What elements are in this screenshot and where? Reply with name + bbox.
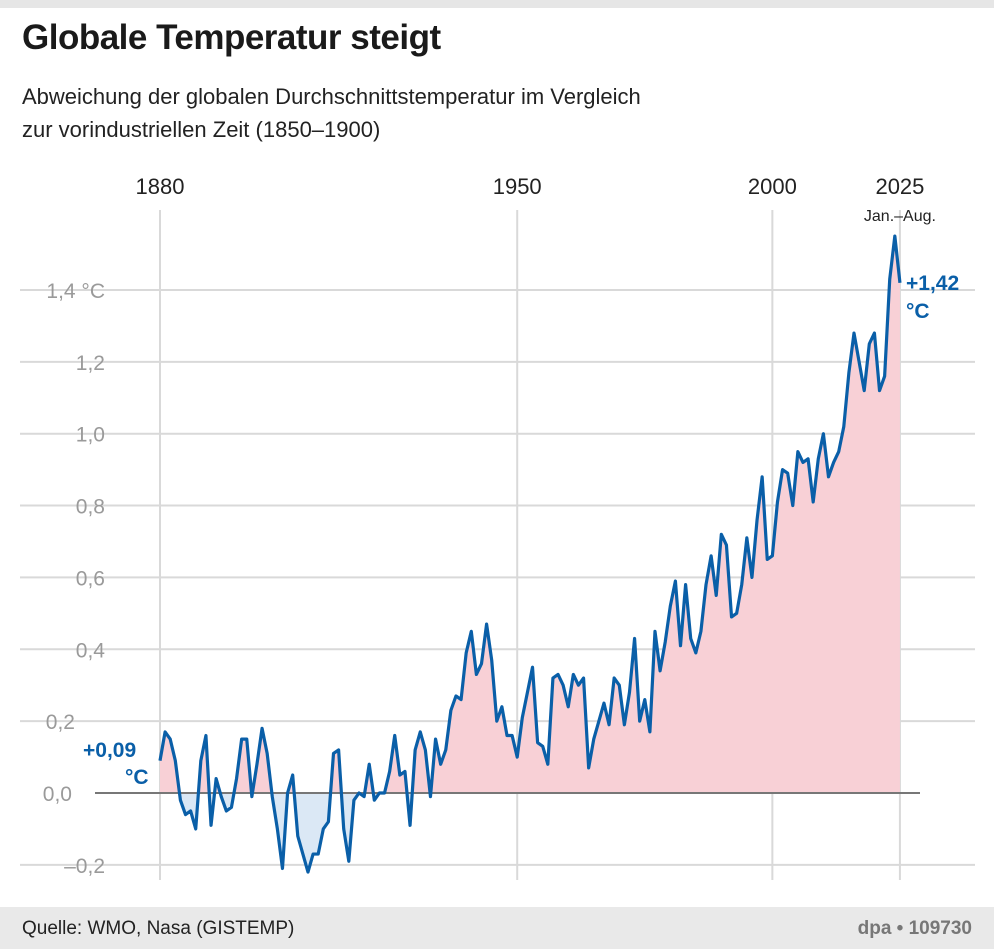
y-tick-label: 1,0	[76, 424, 105, 447]
x-tick-label: 1950	[493, 174, 542, 199]
y-tick-label: –0,2	[64, 855, 105, 878]
chart-subtitle: Abweichung der globalen Durchschnittstem…	[22, 80, 641, 146]
start-unit-label: °C	[125, 766, 149, 789]
temperature-chart: –0,2 0,0 0,2 0,4 0,6 0,8 1,0 1,2 1,4 °C 1880 1950 2…	[20, 174, 975, 880]
subtitle-line-2: zur vorindustriellen Zeit (1850–1900)	[22, 117, 381, 142]
x-tick-label: 1880	[136, 174, 185, 199]
footer: Quelle: WMO, Nasa (GISTEMP) dpa • 109730	[0, 907, 994, 949]
y-tick-label: 1,2	[76, 352, 105, 375]
temperature-line	[158, 234, 902, 874]
area-below-zero	[160, 793, 900, 873]
y-tick-label: 0,0	[43, 783, 72, 806]
y-tick-label: 0,6	[76, 567, 105, 590]
x-tick-label: 2025	[875, 174, 924, 199]
area-above-zero	[160, 236, 900, 793]
source-text: Quelle: WMO, Nasa (GISTEMP)	[22, 918, 295, 939]
y-tick-label: 0,8	[76, 496, 105, 519]
y-tick-label: 0,2	[46, 711, 75, 734]
end-value-label: +1,42	[906, 272, 959, 295]
start-value-label: +0,09	[83, 739, 136, 762]
y-tick-label: 1,4 °C	[46, 280, 105, 303]
credit-text: dpa • 109730	[857, 918, 972, 939]
top-bar	[0, 0, 994, 8]
chart-title: Globale Temperatur steigt	[22, 18, 441, 57]
x-tick-label: 2000	[748, 174, 797, 199]
y-tick-label: 0,4	[76, 639, 106, 662]
subtitle-line-1: Abweichung der globalen Durchschnittstem…	[22, 84, 641, 109]
x-tick-note: Jan.–Aug.	[864, 208, 936, 225]
end-unit-label: °C	[906, 300, 930, 323]
